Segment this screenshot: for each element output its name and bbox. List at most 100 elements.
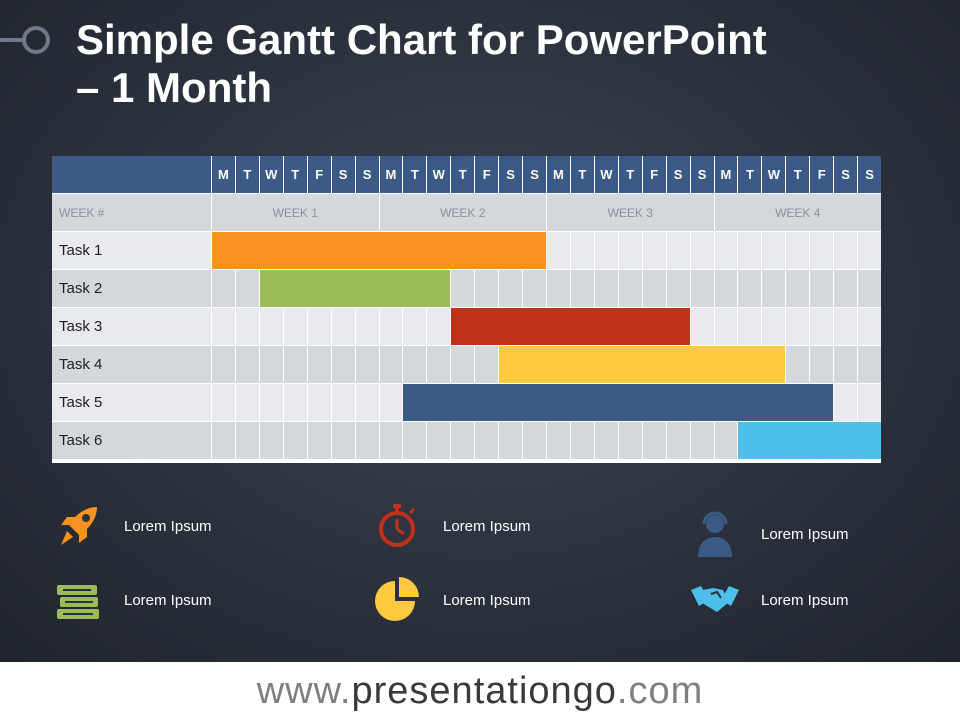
week-header-cell: WEEK 4: [714, 194, 882, 231]
grid-cell: [307, 308, 331, 345]
legend-label: Lorem Ipsum: [761, 525, 849, 543]
books-icon: [52, 574, 104, 626]
footer-brand: presentationgo: [351, 670, 617, 712]
day-header-cell: S: [523, 156, 546, 193]
grid-cell: [212, 384, 235, 421]
legend-item-rocket: Lorem Ipsum: [52, 500, 212, 552]
grid-cell: [666, 422, 690, 459]
day-header-cell: W: [762, 156, 786, 193]
grid-cell: [499, 270, 523, 307]
grid-cell: [547, 232, 570, 269]
grid-cell: [331, 308, 355, 345]
legend-label: Lorem Ipsum: [124, 591, 212, 609]
legend-item-support-agent: Lorem Ipsum: [689, 508, 849, 560]
grid-cell: [690, 422, 714, 459]
task-label: Task 3: [52, 308, 211, 345]
grid-cell: [427, 346, 451, 383]
grid-cell: [786, 308, 810, 345]
grid-cell: [834, 270, 858, 307]
grid-cell: [834, 308, 858, 345]
legend-label: Lorem Ipsum: [443, 517, 531, 535]
grid-cell: [618, 270, 642, 307]
grid-cell: [475, 422, 499, 459]
day-header-cell: T: [738, 156, 762, 193]
footer-url: www.presentationgo.com: [0, 662, 960, 720]
grid-cell: [331, 422, 355, 459]
grid-cell: [235, 346, 259, 383]
grid-cell: [594, 232, 618, 269]
day-header-cell: T: [283, 156, 307, 193]
day-header-cell: S: [834, 156, 858, 193]
gantt-chart: M T W T F S S M T W T F S S M T W T F S S M T W T F S S WEEK # WEEK 1…: [52, 156, 882, 463]
title-line-1: Simple Gantt Chart for PowerPoint: [76, 16, 767, 63]
day-header-cell: T: [618, 156, 642, 193]
grid-cell: [858, 270, 882, 307]
day-header-cell: F: [475, 156, 499, 193]
ring-icon: [22, 26, 50, 54]
grid-cell: [594, 270, 618, 307]
grid-cell: [570, 232, 594, 269]
grid-cell: [762, 270, 786, 307]
grid-cell: [666, 232, 690, 269]
day-header-cell: M: [714, 156, 738, 193]
day-header-cell: S: [858, 156, 882, 193]
day-header-cell: T: [403, 156, 427, 193]
footer-prefix: www.: [256, 670, 352, 712]
slide-background: Simple Gantt Chart for PowerPoint – 1 Mo…: [0, 0, 960, 662]
day-header-cell: F: [810, 156, 834, 193]
day-header-cell: S: [666, 156, 690, 193]
grid-cell: [642, 422, 666, 459]
grid-cell: [714, 422, 738, 459]
day-header-cell: M: [547, 156, 570, 193]
legend-item-handshake: Lorem Ipsum: [689, 574, 849, 626]
day-header-cell: T: [570, 156, 594, 193]
legend-item-pie-chart: Lorem Ipsum: [371, 574, 531, 626]
grid-cell: [212, 308, 235, 345]
grid-cell: [858, 346, 882, 383]
grid-cell: [475, 270, 499, 307]
grid-cell: [235, 270, 259, 307]
grid-cell: [810, 346, 834, 383]
grid-cell: [858, 384, 882, 421]
grid-cell: [427, 308, 451, 345]
footer-suffix: .com: [616, 670, 704, 712]
day-header-cell: F: [307, 156, 331, 193]
grid-cell: [212, 346, 235, 383]
decorative-line: [0, 38, 24, 42]
grid-cell: [666, 270, 690, 307]
grid-cell: [355, 308, 379, 345]
day-header-cell: T: [235, 156, 259, 193]
day-header-cell: F: [642, 156, 666, 193]
grid-cell: [786, 346, 810, 383]
week-header-cell: WEEK 2: [379, 194, 546, 231]
grid-cell: [451, 346, 475, 383]
task-label: Task 2: [52, 270, 211, 307]
grid-cell: [212, 270, 235, 307]
pie-chart-icon: [371, 574, 423, 626]
grid-cell: [810, 232, 834, 269]
grid-cell: [259, 308, 283, 345]
grid-cell: [451, 422, 475, 459]
rocket-icon: [52, 500, 104, 552]
task-bar: [451, 308, 690, 345]
week-header-label: WEEK #: [52, 194, 211, 231]
grid-cell: [786, 270, 810, 307]
day-header-blank: [52, 156, 211, 193]
grid-cell: [307, 384, 331, 421]
legend-item-books: Lorem Ipsum: [52, 574, 212, 626]
grid-cell: [331, 346, 355, 383]
grid-cell: [259, 384, 283, 421]
handshake-icon: [689, 574, 741, 626]
grid-cell: [355, 422, 379, 459]
grid-cell: [858, 308, 882, 345]
grid-cell: [738, 308, 762, 345]
day-header-cell: M: [212, 156, 235, 193]
grid-cell: [738, 270, 762, 307]
grid-cell: [427, 422, 451, 459]
grid-cell: [642, 232, 666, 269]
task-bar: [499, 346, 786, 383]
legend-label: Lorem Ipsum: [443, 591, 531, 609]
grid-cell: [283, 308, 307, 345]
day-header-cell: W: [594, 156, 618, 193]
grid-cell: [283, 422, 307, 459]
